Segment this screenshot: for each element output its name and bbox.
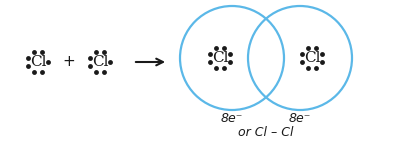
Text: Cl: Cl — [92, 55, 108, 69]
Text: Cl: Cl — [212, 51, 228, 65]
Text: +: + — [63, 55, 75, 69]
Text: 8e⁻: 8e⁻ — [221, 111, 243, 125]
Text: Cl: Cl — [304, 51, 320, 65]
Text: or Cl – Cl: or Cl – Cl — [238, 126, 294, 138]
Text: Cl: Cl — [30, 55, 46, 69]
Text: 8e⁻: 8e⁻ — [289, 111, 311, 125]
